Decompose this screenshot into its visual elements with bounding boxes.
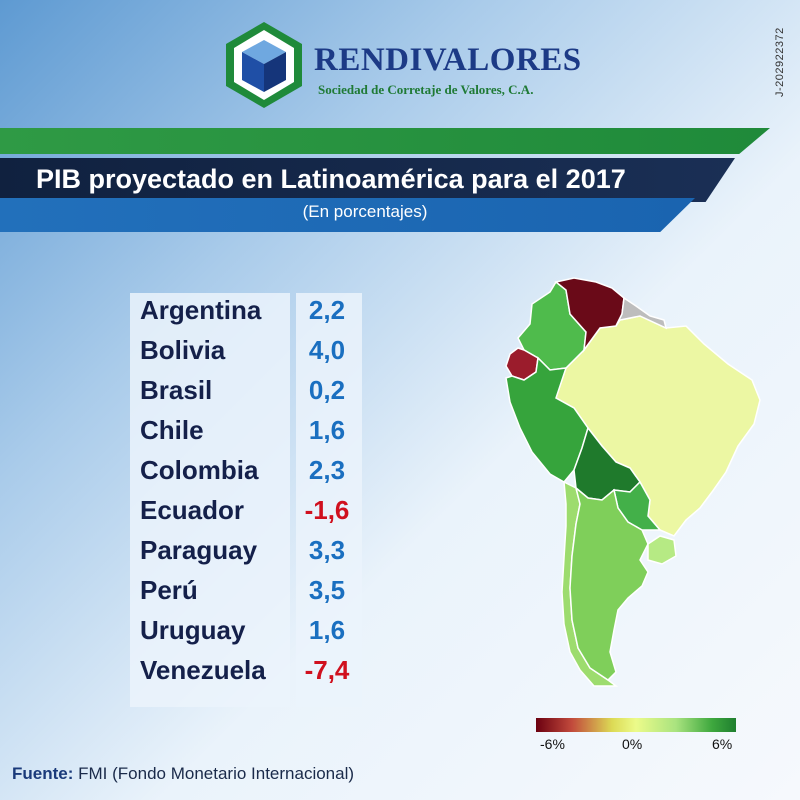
gdp-value: 1,6	[308, 615, 346, 645]
registration-number: J-202922372	[774, 27, 786, 97]
brand-name: RENDIVALORES	[314, 42, 582, 78]
gdp-value: 4,0	[308, 335, 346, 365]
country-name: Venezuela	[140, 655, 266, 685]
gdp-value: -7,4	[304, 655, 350, 685]
table-row: Ecuador -1,6	[130, 493, 362, 533]
table-row: Colombia 2,3	[130, 453, 362, 493]
banner-blue-band	[0, 198, 695, 232]
table-row: Paraguay 3,3	[130, 533, 362, 573]
gdp-value: 2,3	[308, 455, 346, 485]
table-row: Bolivia 4,0	[130, 333, 362, 373]
country-name: Colombia	[140, 455, 259, 485]
banner-navy-band	[0, 158, 735, 202]
country-column	[130, 293, 290, 707]
table-row: Argentina 2,2	[130, 293, 362, 333]
source-note: Fuente: FMI (Fondo Monetario Internacion…	[12, 764, 354, 784]
country-name: Brasil	[140, 375, 213, 405]
legend-label-min: -6%	[540, 736, 565, 752]
gdp-value: -1,6	[304, 495, 350, 525]
gdp-value: 0,2	[308, 375, 346, 405]
source-label: Fuente:	[12, 764, 74, 783]
table-row: Uruguay 1,6	[130, 613, 362, 653]
table-row: Brasil 0,2	[130, 373, 362, 413]
map-region-uruguay	[647, 535, 677, 565]
country-name: Argentina	[140, 295, 262, 325]
gdp-value: 3,3	[308, 535, 346, 565]
country-name: Ecuador	[140, 495, 245, 525]
brand-logo: RENDIVALORES Sociedad de Corretaje de Va…	[222, 20, 582, 110]
gdp-value: 3,5	[308, 575, 346, 605]
legend-label-mid: 0%	[622, 736, 643, 752]
color-scale-legend: -6% 0% 6%	[536, 718, 742, 758]
south-america-map	[505, 277, 761, 687]
cube-logo-icon	[226, 22, 302, 108]
country-name: Paraguay	[140, 535, 258, 565]
table-row: Venezuela -7,4	[130, 653, 362, 693]
title-banner: PIB proyectado en Latinoamérica para el …	[0, 128, 800, 240]
map-region-argentina	[569, 485, 649, 681]
country-name: Uruguay	[140, 615, 246, 645]
map-region-peru	[505, 356, 589, 483]
source-text: FMI (Fondo Monetario Internacional)	[78, 764, 355, 783]
color-scale-bar	[536, 718, 736, 732]
page-subtitle: (En porcentajes)	[302, 202, 428, 221]
page-title: PIB proyectado en Latinoamérica para el …	[36, 164, 626, 194]
gdp-value: 1,6	[308, 415, 346, 445]
table-row: Perú 3,5	[130, 573, 362, 613]
value-column	[296, 293, 362, 707]
banner-green-band	[0, 128, 770, 154]
gdp-value: 2,2	[308, 295, 346, 325]
legend-label-max: 6%	[712, 736, 733, 752]
country-name: Perú	[140, 575, 198, 605]
country-name: Bolivia	[140, 335, 226, 365]
map-region-guianas	[615, 296, 668, 330]
brand-tagline: Sociedad de Corretaje de Valores, C.A.	[318, 82, 534, 97]
gdp-table: Argentina 2,2 Bolivia 4,0 Brasil 0,2 Chile 1,6 C…	[130, 293, 362, 707]
table-row: Chile 1,6	[130, 413, 362, 453]
country-name: Chile	[140, 415, 204, 445]
